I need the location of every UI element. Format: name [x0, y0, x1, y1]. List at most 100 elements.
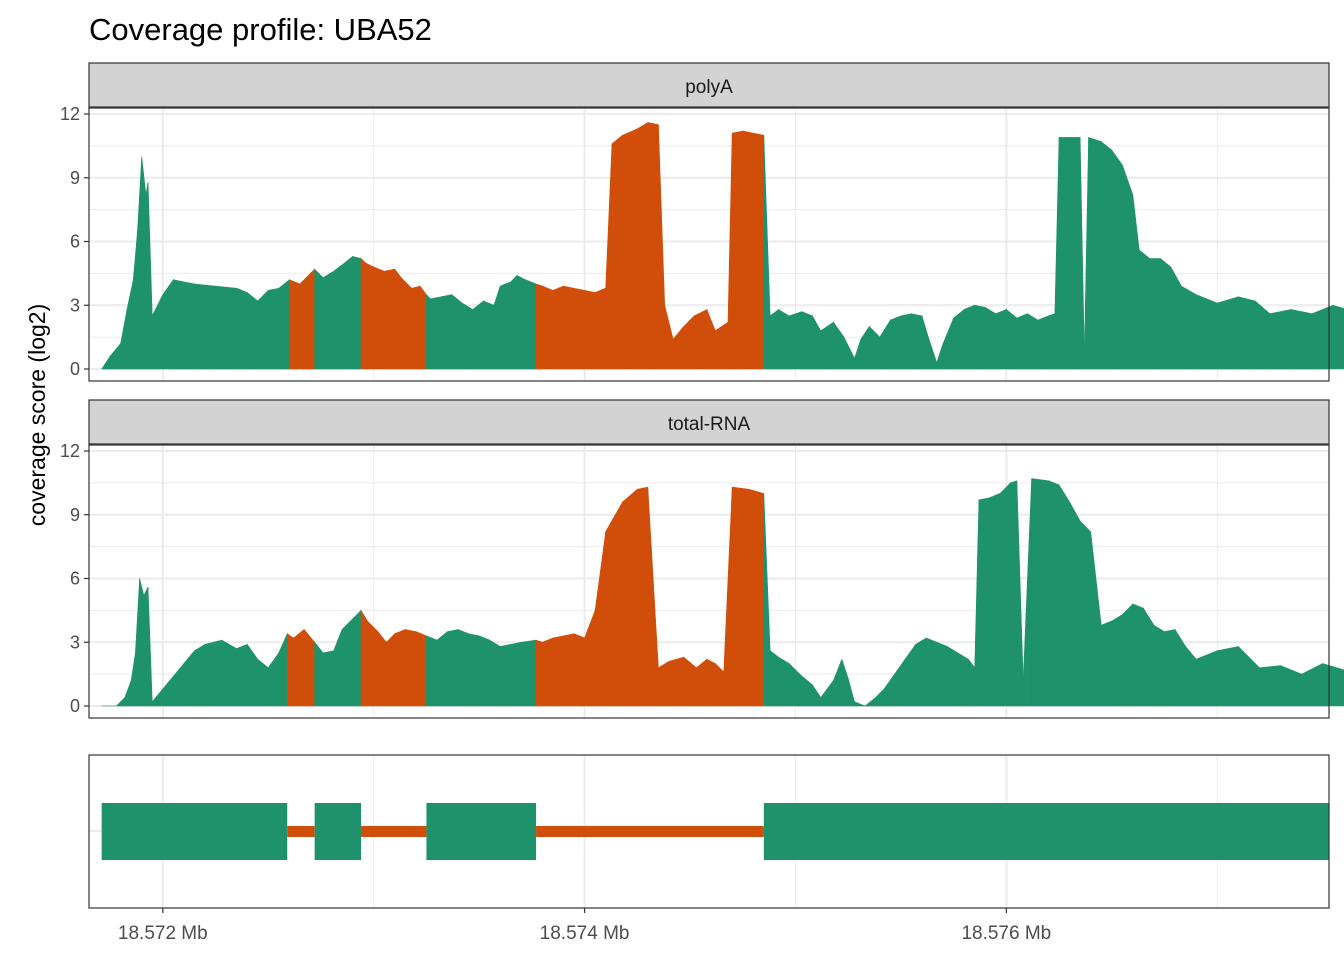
coverage-segment: [333, 264, 343, 370]
coverage-segment: [430, 296, 442, 370]
x-axis-ticks: 18.572 Mb 18.574 Mb 18.576 Mb: [118, 908, 1051, 944]
coverage-segment: [1195, 294, 1218, 370]
coverage-segment: [778, 308, 790, 370]
coverage-segment: [984, 306, 997, 370]
coverage-segment: [436, 630, 448, 707]
coverage-segment: [1143, 607, 1155, 707]
coverage-segment: [1048, 313, 1056, 370]
coverage-segment: [1111, 149, 1123, 370]
coverage-segment: [535, 639, 543, 707]
coverage-segment: [510, 641, 522, 707]
coverage-segment: [386, 633, 396, 707]
gene-panel-border: [88, 754, 1330, 909]
strip-background: [88, 62, 1330, 108]
coverage-segment: [162, 278, 174, 370]
coverage-segment: [1006, 308, 1018, 370]
coverage-segment: [257, 658, 269, 707]
coverage-segment: [440, 294, 453, 370]
coverage-segment: [1132, 603, 1144, 707]
coverage-segment: [1079, 520, 1091, 707]
y-tick-label: 9: [70, 168, 80, 188]
coverage-segment: [1111, 614, 1123, 707]
panel-polyA: polyA 0 3 6 9 12: [60, 62, 1344, 382]
coverage-segment: [322, 650, 334, 707]
coverage-segment: [194, 643, 206, 707]
coverage-segment: [314, 268, 324, 370]
coverage-segment: [341, 255, 353, 370]
y-tick-label: 9: [70, 505, 80, 525]
coverage-segment: [978, 497, 990, 707]
coverage-segment: [314, 641, 324, 707]
coverage-segment: [1216, 646, 1239, 707]
exon-block: [763, 803, 1329, 860]
coverage-segment: [1100, 620, 1113, 707]
coverage-segment: [769, 650, 779, 707]
coverage-segment: [1031, 478, 1049, 707]
coverage-segment: [461, 302, 474, 370]
panel-border: [88, 107, 1330, 382]
coverage-segment: [322, 270, 334, 370]
y-tick-label: 0: [70, 696, 80, 716]
coverage-segment: [636, 121, 649, 370]
strip-label: polyA: [685, 77, 733, 98]
coverage-segment: [499, 281, 512, 370]
coverage-segment: [801, 311, 813, 370]
coverage-segment: [748, 488, 765, 707]
coverage-segment: [573, 633, 585, 707]
gene-model: [101, 803, 1329, 860]
coverage-segment: [411, 285, 421, 370]
coverage-segment: [668, 656, 684, 707]
coverage-segment: [542, 285, 554, 370]
coverage-segment: [173, 279, 195, 370]
coverage-segment: [143, 586, 149, 707]
coverage-segment: [1027, 313, 1039, 370]
chart-title: Coverage profile: UBA52: [89, 12, 432, 47]
exon-block: [314, 803, 362, 860]
strip-label: total-RNA: [668, 414, 751, 435]
coverage-segment: [647, 122, 659, 370]
coverage-segment: [426, 635, 438, 707]
coverage-segment: [360, 609, 368, 707]
coverage-segment: [1048, 480, 1060, 707]
coverage-segment: [1016, 313, 1028, 370]
coverage-segment: [1010, 480, 1018, 707]
coverage-segment: [525, 279, 537, 370]
coverage-segment: [415, 631, 427, 707]
y-tick-label: 6: [70, 569, 80, 589]
coverage-segment: [611, 134, 623, 370]
coverage-segment: [1216, 296, 1239, 370]
coverage-segment: [752, 132, 765, 370]
coverage-segment: [915, 637, 927, 707]
strip-background: [88, 399, 1330, 445]
coverage-segment: [400, 276, 412, 370]
coverage-area: [101, 478, 1344, 707]
y-tick-label: 12: [60, 104, 80, 124]
coverage-segment: [573, 287, 585, 370]
y-tick-label: 12: [60, 441, 80, 461]
x-tick-label: 18.574 Mb: [540, 923, 630, 944]
x-tick-label: 18.572 Mb: [118, 923, 208, 944]
coverage-segment: [236, 643, 248, 707]
coverage-segment: [1069, 137, 1081, 370]
coverage-segment: [426, 293, 431, 370]
coverage-segment: [489, 639, 501, 707]
coverage-segment: [552, 635, 564, 707]
coverage-segment: [215, 285, 237, 370]
coverage-segment: [483, 300, 495, 370]
coverage-segment: [1069, 501, 1081, 707]
coverage-segment: [1195, 650, 1218, 707]
x-tick-label: 18.576 Mb: [961, 923, 1051, 944]
coverage-segment: [1100, 140, 1113, 370]
coverage-segment: [1238, 296, 1256, 370]
coverage-segment: [405, 629, 417, 707]
coverage-segment: [963, 304, 976, 370]
exon-block: [426, 803, 537, 860]
coverage-segment: [715, 321, 729, 370]
intron-bar: [536, 826, 764, 837]
coverage-segment: [693, 309, 708, 370]
coverage-segment: [278, 279, 290, 370]
coverage-segment: [946, 645, 959, 707]
coverage-segment: [310, 268, 315, 370]
coverage-segment: [204, 639, 223, 707]
